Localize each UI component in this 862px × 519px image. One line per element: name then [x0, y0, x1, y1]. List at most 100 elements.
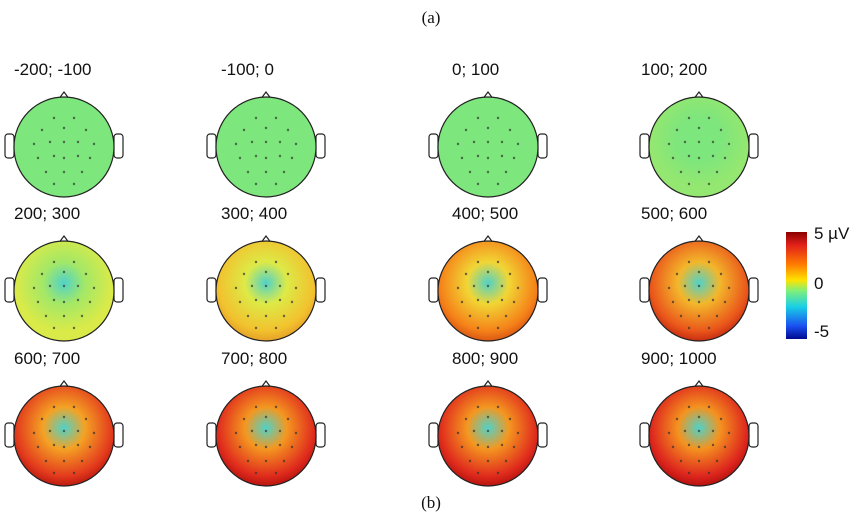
electrode-marker	[723, 300, 727, 304]
electrode-marker	[486, 429, 490, 433]
electrode-marker	[264, 300, 268, 304]
colorbar-max-label: 5 µV	[814, 224, 850, 243]
head-outline	[13, 240, 115, 342]
electrode-marker	[250, 284, 254, 288]
electrode-marker	[486, 156, 490, 160]
electrode-marker	[500, 443, 504, 447]
electrode-marker	[707, 471, 711, 475]
electrode-marker	[254, 182, 258, 186]
electrode-marker	[516, 286, 520, 290]
electrode-marker	[456, 142, 460, 146]
electrode-marker	[274, 471, 278, 475]
electrode-marker	[36, 300, 40, 304]
electrode-marker	[464, 417, 468, 421]
left-ear	[428, 277, 439, 303]
electrode-marker	[667, 142, 671, 146]
electrode-marker	[476, 182, 480, 186]
electrode-marker	[671, 445, 675, 449]
electrode-marker	[500, 140, 504, 144]
scalp-map	[639, 91, 759, 198]
electrode-marker	[62, 314, 66, 318]
left-ear	[639, 133, 650, 159]
right-ear	[748, 133, 759, 159]
right-ear	[748, 277, 759, 303]
scalp-map	[428, 235, 548, 342]
electrode-marker	[238, 445, 242, 449]
electrode-marker	[697, 415, 701, 419]
left-ear	[206, 422, 217, 448]
electrode-marker	[715, 170, 719, 174]
map-title: 600; 700	[14, 349, 81, 368]
electrode-marker	[711, 443, 715, 447]
electrode-marker	[460, 156, 464, 160]
electrode-marker	[264, 314, 268, 318]
electrode-marker	[697, 445, 701, 449]
panel-label-a: (a)	[421, 8, 441, 27]
electrode-marker	[72, 405, 76, 409]
electrode-marker	[697, 126, 701, 130]
map-title: -200; -100	[14, 60, 92, 79]
map-title: 100; 200	[641, 60, 708, 79]
electrode-marker	[476, 154, 480, 158]
electrode-marker	[675, 128, 679, 132]
electrode-marker	[468, 459, 472, 463]
electrode-marker	[697, 284, 701, 288]
electrode-marker	[697, 429, 701, 433]
electrode-marker	[72, 326, 76, 330]
left-ear	[4, 133, 15, 159]
electrode-marker	[687, 326, 691, 330]
electrode-marker	[254, 298, 258, 302]
electrode-marker	[72, 471, 76, 475]
electrode-marker	[264, 126, 268, 130]
electrode-marker	[508, 417, 512, 421]
electrode-marker	[719, 128, 723, 132]
electrode-marker	[278, 140, 282, 144]
head-outline	[437, 96, 539, 198]
electrode-marker	[76, 140, 80, 144]
electrode-marker	[254, 405, 258, 409]
electrode-marker	[476, 298, 480, 302]
electrode-marker	[500, 284, 504, 288]
electrode-marker	[671, 300, 675, 304]
electrode-marker	[32, 142, 36, 146]
electrode-marker	[254, 471, 258, 475]
head-outline	[215, 385, 317, 487]
electrode-marker	[294, 142, 298, 146]
head-outline	[648, 385, 750, 487]
electrode-marker	[675, 272, 679, 276]
electrode-marker	[683, 429, 687, 433]
electrode-marker	[464, 272, 468, 276]
left-ear	[639, 422, 650, 448]
electrode-marker	[476, 443, 480, 447]
electrode-marker	[62, 300, 66, 304]
electrode-marker	[679, 459, 683, 463]
electrode-marker	[683, 284, 687, 288]
electrode-marker	[76, 298, 80, 302]
electrode-marker	[238, 300, 242, 304]
electrode-marker	[286, 128, 290, 132]
electrode-marker	[274, 326, 278, 330]
electrode-marker	[242, 272, 246, 276]
electrode-marker	[711, 298, 715, 302]
electrode-marker	[36, 445, 40, 449]
electrode-marker	[486, 445, 490, 449]
electrode-marker	[512, 445, 516, 449]
electrode-marker	[456, 286, 460, 290]
map-title: -100; 0	[221, 60, 274, 79]
electrode-marker	[496, 405, 500, 409]
electrode-marker	[697, 140, 701, 144]
electrode-marker	[697, 170, 701, 174]
electrode-marker	[727, 431, 731, 435]
electrode-marker	[286, 417, 290, 421]
head-outline	[648, 240, 750, 342]
head-outline	[215, 96, 317, 198]
electrode-marker	[476, 471, 480, 475]
scalp-map	[639, 235, 759, 342]
map-title: 700; 800	[221, 349, 288, 368]
electrode-marker	[675, 417, 679, 421]
scalp-map	[639, 380, 759, 487]
electrode-marker	[62, 270, 66, 274]
electrode-marker	[278, 298, 282, 302]
panel-label-b: (b)	[421, 493, 441, 512]
electrode-marker	[711, 154, 715, 158]
